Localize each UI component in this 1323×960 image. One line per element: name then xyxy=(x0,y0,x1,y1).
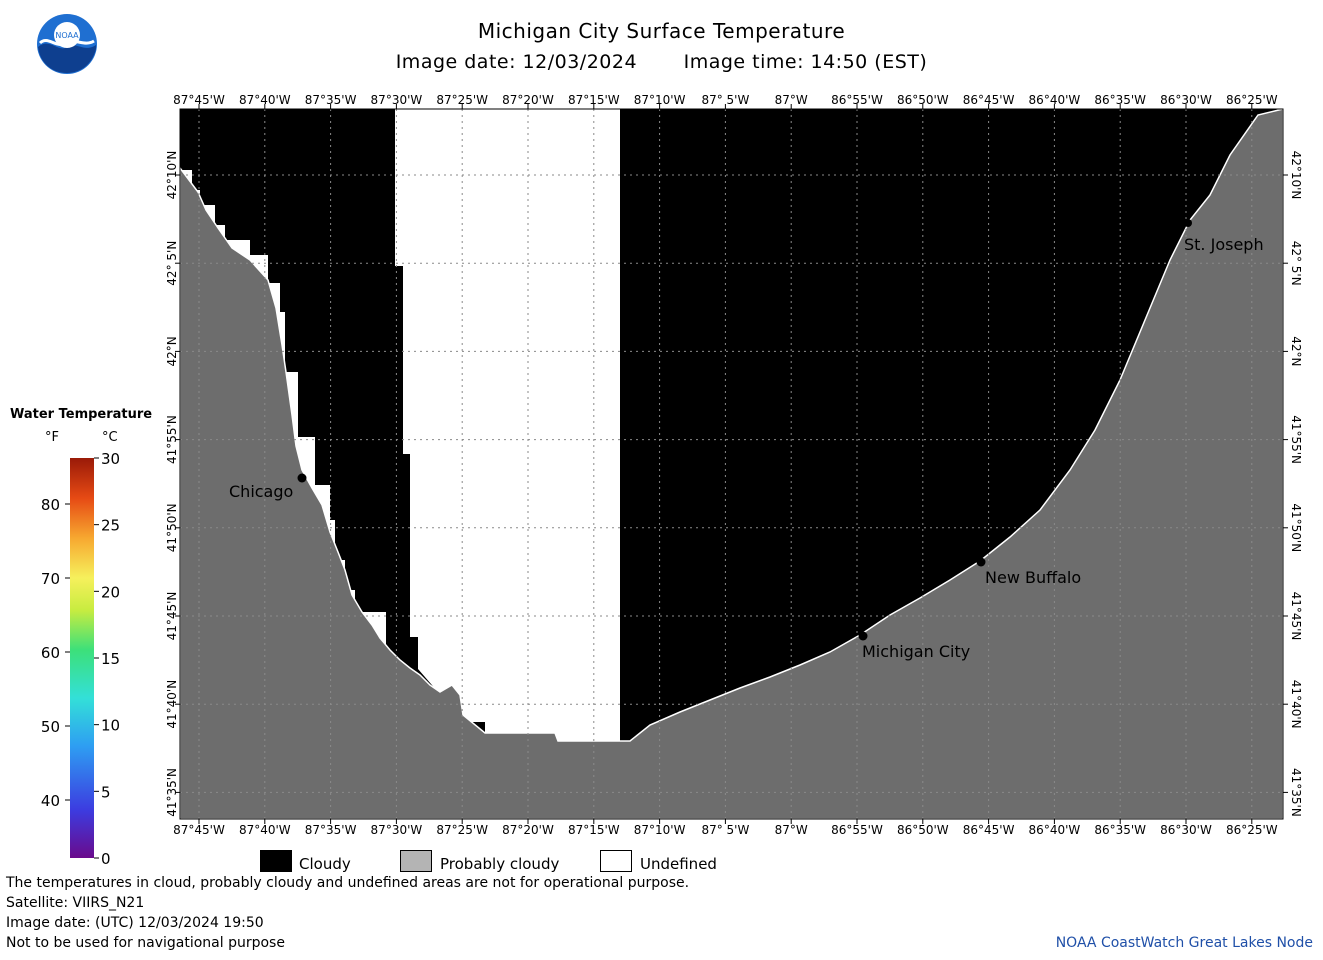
land-area xyxy=(179,108,1284,820)
celsius-tick-label: 15 xyxy=(101,650,120,668)
lon-label-bottom: 86°30'W xyxy=(1160,823,1212,837)
lon-label-bottom: 86°40'W xyxy=(1029,823,1081,837)
cloudy-label: Cloudy xyxy=(299,855,351,873)
city-label-chicago: Chicago xyxy=(229,482,293,501)
lon-label-top: 86°25'W xyxy=(1226,93,1278,107)
lon-label-top: 87°30'W xyxy=(371,93,423,107)
lon-label-top: 87°40'W xyxy=(239,93,291,107)
lat-label-right: 42° 5'N xyxy=(1289,241,1303,286)
lat-label-left: 42° 5'N xyxy=(165,241,179,286)
lon-label-bottom: 86°25'W xyxy=(1226,823,1278,837)
lon-label-bottom: 87° 5'W xyxy=(701,823,749,837)
satellite-text: Satellite: VIIRS_N21 xyxy=(6,895,145,911)
celsius-tick-label: 30 xyxy=(101,450,120,468)
lon-label-top: 87°25'W xyxy=(436,93,488,107)
celsius-tick-label: 10 xyxy=(101,717,120,735)
probably-cloudy-swatch xyxy=(400,850,432,872)
lon-label-bottom: 87°20'W xyxy=(502,823,554,837)
logo-text: NOAA xyxy=(55,31,79,40)
michigan-city-marker xyxy=(858,631,868,641)
lat-label-left: 41°55'N xyxy=(165,415,179,464)
celsius-tick-label: 25 xyxy=(101,517,120,535)
lon-label-bottom: 87°40'W xyxy=(239,823,291,837)
lat-label-right: 42°N xyxy=(1289,336,1303,366)
lon-label-bottom: 86°45'W xyxy=(963,823,1015,837)
undefined-label: Undefined xyxy=(640,855,717,873)
lon-label-top: 86°35'W xyxy=(1094,93,1146,107)
lat-label-right: 41°45'N xyxy=(1289,592,1303,641)
city-label-michigan-city: Michigan City xyxy=(862,642,970,661)
cloudy-swatch xyxy=(260,850,292,872)
lon-label-bottom: 87°30'W xyxy=(371,823,423,837)
lon-label-bottom: 86°55'W xyxy=(831,823,883,837)
lat-label-right: 41°40'N xyxy=(1289,680,1303,729)
legend-title: Water Temperature xyxy=(10,407,153,422)
credit-text: NOAA CoastWatch Great Lakes Node xyxy=(1055,935,1313,951)
lon-label-top: 86°45'W xyxy=(963,93,1015,107)
lat-label-right: 41°55'N xyxy=(1289,415,1303,464)
image-date-time: Image date: 12/03/2024 Image time: 14:50… xyxy=(0,51,1323,73)
lon-label-bottom: 87°W xyxy=(775,823,808,837)
navigation-warning: Not to be used for navigational purpose xyxy=(6,935,285,951)
fahrenheit-tick-label: 50 xyxy=(41,718,60,736)
lon-label-top: 87°10'W xyxy=(634,93,686,107)
page-title: Michigan City Surface Temperature xyxy=(477,19,846,43)
celsius-tick-label: 5 xyxy=(101,783,111,801)
lon-label-top: 87°35'W xyxy=(305,93,357,107)
city-label-st-joseph: St. Joseph xyxy=(1184,235,1264,254)
undefined-area xyxy=(395,109,620,741)
lon-label-bottom: 86°35'W xyxy=(1094,823,1146,837)
fahrenheit-tick-label: 70 xyxy=(41,570,60,588)
noaa-logo-icon: NOAA xyxy=(37,14,97,74)
lat-label-right: 41°50'N xyxy=(1289,503,1303,552)
lat-label-left: 41°45'N xyxy=(165,592,179,641)
unit-fahrenheit: °F xyxy=(45,430,59,445)
lat-label-right: 41°35'N xyxy=(1289,768,1303,817)
lon-label-bottom: 87°45'W xyxy=(173,823,225,837)
image-date: Image date: 12/03/2024 xyxy=(395,51,638,73)
disclaimer-text: The temperatures in cloud, probably clou… xyxy=(6,875,690,891)
unit-celsius: °C xyxy=(102,430,118,445)
lon-label-top: 87° 5'W xyxy=(701,93,749,107)
city-label-new-buffalo: New Buffalo xyxy=(985,568,1081,587)
image-time: Image time: 14:50 (EST) xyxy=(683,51,928,73)
lon-label-bottom: 87°35'W xyxy=(305,823,357,837)
probably-cloudy-label: Probably cloudy xyxy=(440,855,560,873)
lon-label-top: 86°50'W xyxy=(897,93,949,107)
lon-label-top: 87°W xyxy=(775,93,808,107)
celsius-tick-label: 20 xyxy=(101,583,120,601)
lon-label-top: 87°20'W xyxy=(502,93,554,107)
lat-label-left: 42°10'N xyxy=(165,151,179,200)
lat-label-left: 41°50'N xyxy=(165,503,179,552)
lon-label-bottom: 86°50'W xyxy=(897,823,949,837)
fahrenheit-tick-label: 40 xyxy=(41,792,60,810)
lon-label-bottom: 87°10'W xyxy=(634,823,686,837)
lon-label-top: 86°30'W xyxy=(1160,93,1212,107)
fahrenheit-tick-label: 60 xyxy=(41,644,60,662)
lon-label-top: 87°45'W xyxy=(173,93,225,107)
lon-label-top: 86°40'W xyxy=(1029,93,1081,107)
fahrenheit-tick-label: 80 xyxy=(41,496,60,514)
lon-label-bottom: 87°15'W xyxy=(568,823,620,837)
lat-label-right: 42°10'N xyxy=(1289,151,1303,200)
chicago-marker xyxy=(297,473,307,483)
lat-label-left: 42°N xyxy=(165,336,179,366)
new-buffalo-marker xyxy=(976,557,986,567)
undefined-swatch xyxy=(600,850,632,872)
lon-label-bottom: 87°25'W xyxy=(436,823,488,837)
celsius-tick-label: 0 xyxy=(101,850,111,868)
utc-date-text: Image date: (UTC) 12/03/2024 19:50 xyxy=(6,915,264,931)
st-joseph-marker xyxy=(1184,219,1192,227)
lat-label-left: 41°35'N xyxy=(165,768,179,817)
lon-label-top: 86°55'W xyxy=(831,93,883,107)
lat-label-left: 41°40'N xyxy=(165,680,179,729)
lon-label-top: 87°15'W xyxy=(568,93,620,107)
